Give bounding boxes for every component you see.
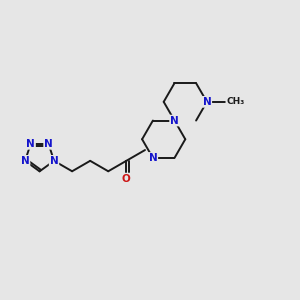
- Text: N: N: [148, 153, 157, 163]
- Text: N: N: [21, 156, 29, 166]
- Text: N: N: [50, 156, 58, 166]
- Text: N: N: [202, 97, 211, 107]
- Text: N: N: [26, 139, 35, 149]
- Text: CH₃: CH₃: [226, 97, 245, 106]
- Text: O: O: [122, 174, 131, 184]
- Text: N: N: [170, 116, 179, 125]
- Text: N: N: [44, 139, 53, 149]
